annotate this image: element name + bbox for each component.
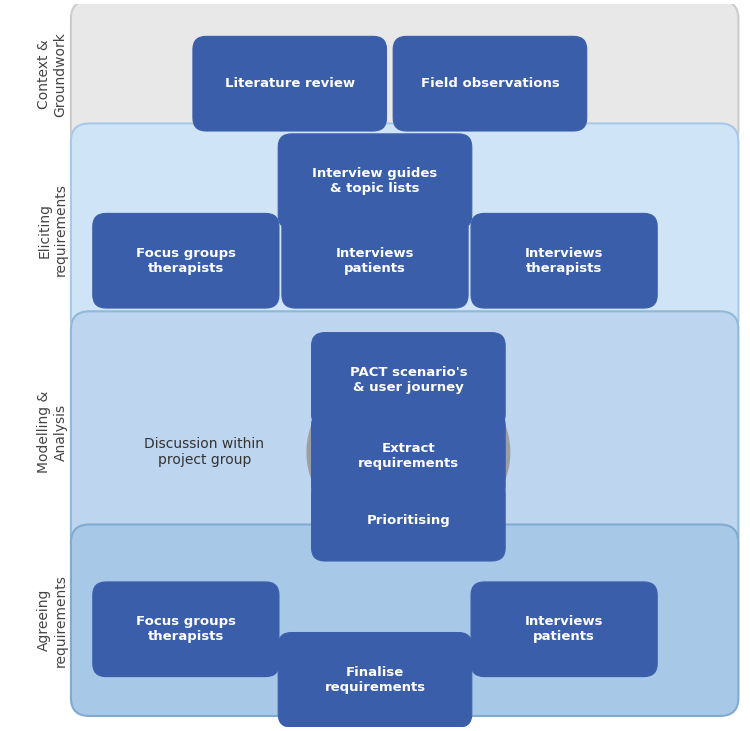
Text: Extract
requirements: Extract requirements [358,442,459,470]
FancyBboxPatch shape [311,412,506,499]
FancyBboxPatch shape [471,213,657,308]
Text: Interviews
patients: Interviews patients [336,247,414,275]
Text: Focus groups
therapists: Focus groups therapists [136,616,236,643]
FancyBboxPatch shape [393,37,586,131]
FancyBboxPatch shape [193,37,386,131]
FancyBboxPatch shape [71,1,739,148]
Text: Interviews
patients: Interviews patients [525,616,603,643]
Text: Literature review: Literature review [225,77,355,90]
Text: Prioritising: Prioritising [367,515,450,527]
FancyBboxPatch shape [93,213,279,308]
Text: Discussion within
project group: Discussion within project group [145,437,265,467]
FancyBboxPatch shape [93,582,279,677]
FancyBboxPatch shape [311,481,506,561]
Text: Agreeing
requirements: Agreeing requirements [38,574,68,667]
FancyBboxPatch shape [278,632,472,727]
Text: Finalise
requirements: Finalise requirements [325,666,425,694]
FancyBboxPatch shape [471,582,657,677]
FancyBboxPatch shape [71,524,739,716]
Text: Focus groups
therapists: Focus groups therapists [136,247,236,275]
FancyBboxPatch shape [311,333,506,428]
FancyBboxPatch shape [278,134,472,229]
FancyBboxPatch shape [282,213,468,308]
Text: Interviews
therapists: Interviews therapists [525,247,603,275]
Text: Field observations: Field observations [421,77,560,90]
FancyBboxPatch shape [71,124,739,336]
Text: PACT scenario's
& user journey: PACT scenario's & user journey [350,366,467,394]
Text: Eliciting
requirements: Eliciting requirements [38,183,68,276]
Text: Modelling &
Analysis: Modelling & Analysis [38,391,68,474]
Text: Interview guides
& topic lists: Interview guides & topic lists [313,167,438,195]
Text: Context &
Groundwork: Context & Groundwork [38,32,68,117]
FancyBboxPatch shape [71,311,739,553]
